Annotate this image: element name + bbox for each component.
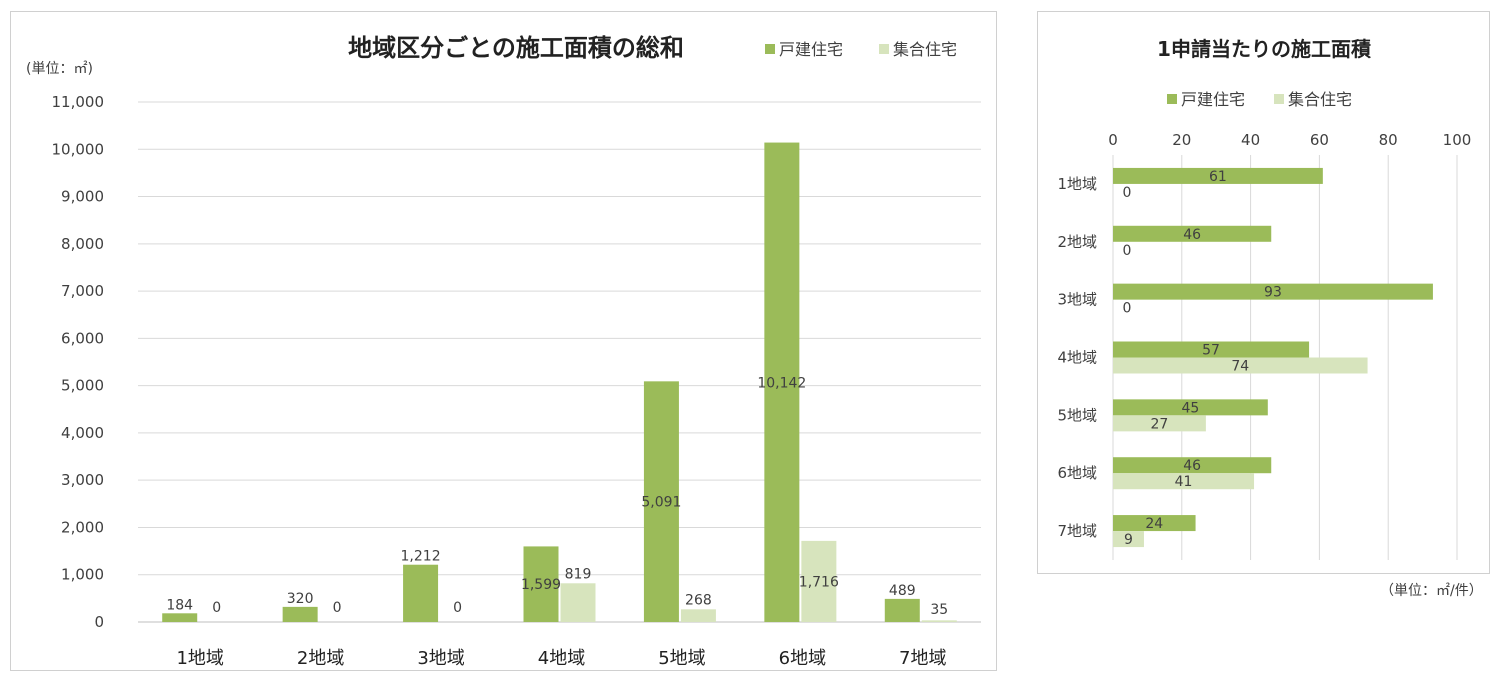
data-label: 9: [1124, 532, 1133, 548]
y-category-label: 3地域: [1057, 291, 1097, 309]
bar-apartment: [1113, 473, 1255, 490]
bar-detached: [1113, 225, 1272, 242]
y-category-label: 4地域: [1057, 349, 1097, 367]
chart-title: 1申請当たりの施工面積: [1157, 37, 1372, 61]
bar-detached: [764, 142, 800, 622]
chart-title: 地域区分ごとの施工面積の総和: [348, 34, 684, 62]
data-label: 0: [1123, 243, 1132, 259]
bar-detached: [1113, 515, 1196, 532]
data-label: 489: [889, 583, 916, 599]
x-category-label: 6地域: [779, 648, 826, 669]
data-label: 0: [1123, 185, 1132, 201]
bar-detached: [162, 613, 198, 622]
y-tick-label: 2,000: [61, 518, 104, 536]
chart-total-area-svg: 0 1,000 2,000 3,000 4,000 5,000 6,000 7,000 8,00…: [26, 34, 981, 669]
legend-swatch-detached: [765, 44, 775, 54]
chart-area-per-application: 0 20 40 60 80 100 1地域 61 0 2地域 46 0 3地域 93 0 4地域 57 74 5地…: [1037, 11, 1490, 574]
data-label: 57: [1202, 343, 1220, 359]
data-label: 0: [212, 600, 221, 616]
bar-detached: [1113, 399, 1268, 416]
legend-label-apartment: 集合住宅: [1288, 90, 1352, 109]
data-label: 1,599: [521, 577, 561, 593]
legend-swatch-detached: [1167, 94, 1177, 104]
y-tick-label: 7,000: [61, 282, 104, 300]
x-category-label: 5地域: [658, 648, 705, 669]
bar-detached: [523, 546, 559, 622]
y-tick-label: 1,000: [61, 566, 104, 584]
y-tick-label: 9,000: [61, 188, 104, 206]
data-label: 1,212: [401, 549, 441, 565]
data-label: 0: [1123, 301, 1132, 317]
bar-apartment: [1113, 531, 1144, 548]
bar-apartment: [560, 583, 596, 622]
y-category-label: 6地域: [1057, 464, 1097, 482]
data-label: 268: [685, 592, 712, 608]
x-category-label: 1地域: [176, 648, 223, 669]
legend-swatch-apartment: [879, 44, 889, 54]
data-label: 46: [1183, 458, 1201, 474]
bar-apartment: [921, 620, 957, 622]
bar-apartment: [1113, 357, 1368, 374]
data-label: 0: [333, 600, 342, 616]
bar-detached: [403, 564, 439, 622]
data-label: 0: [453, 600, 462, 616]
x-tick-label: 40: [1241, 131, 1260, 149]
data-label: 46: [1183, 227, 1201, 243]
data-label: 61: [1209, 169, 1227, 185]
y-tick-label: 4,000: [61, 424, 104, 442]
bar-detached: [1113, 457, 1272, 474]
y-tick-label: 10,000: [52, 140, 105, 158]
data-label: 93: [1264, 285, 1282, 301]
y-category-label: 7地域: [1057, 522, 1097, 540]
y-category-label: 1地域: [1057, 175, 1097, 193]
x-tick-label: 20: [1172, 131, 1191, 149]
y-tick-label: 8,000: [61, 235, 104, 253]
y-tick-label: 0: [94, 613, 104, 631]
bar-detached: [1113, 283, 1433, 300]
data-label: 5,091: [641, 495, 681, 511]
unit-label: (単位：㎡): [26, 61, 93, 77]
y-tick-label: 11,000: [52, 93, 105, 111]
data-label: 1,716: [799, 574, 839, 590]
legend-label-detached: 戸建住宅: [1181, 90, 1245, 109]
bar-detached: [1113, 341, 1310, 358]
bar-detached: [643, 381, 679, 622]
x-category-label: 4地域: [538, 648, 585, 669]
bar-detached: [1113, 167, 1323, 184]
data-label: 35: [930, 602, 948, 618]
y-category-label: 2地域: [1057, 233, 1097, 251]
data-label: 10,142: [757, 375, 806, 391]
bar-detached: [884, 598, 920, 622]
legend-label-apartment: 集合住宅: [893, 40, 957, 59]
x-category-label: 7地域: [899, 648, 946, 669]
x-tick-label: 80: [1379, 131, 1398, 149]
legend-label-detached: 戸建住宅: [779, 40, 843, 59]
x-tick-label: 0: [1108, 131, 1118, 149]
bar-apartment: [801, 540, 837, 622]
y-category-label: 5地域: [1057, 406, 1097, 424]
data-label: 41: [1175, 474, 1193, 490]
data-label: 74: [1231, 359, 1249, 375]
y-tick-label: 6,000: [61, 329, 104, 347]
x-tick-label: 60: [1310, 131, 1329, 149]
data-label: 184: [166, 597, 193, 613]
bar-apartment: [680, 609, 716, 622]
x-category-label: 2地域: [297, 648, 344, 669]
data-label: 45: [1181, 400, 1199, 416]
unit-label: （単位：㎡/件）: [1380, 583, 1483, 599]
chart-total-area: 0 1,000 2,000 3,000 4,000 5,000 6,000 7,000 8,00…: [10, 11, 997, 671]
x-tick-label: 100: [1443, 131, 1472, 149]
chart-area-per-application-svg: 0 20 40 60 80 100 1地域 61 0 2地域 46 0 3地域 93 0 4地域 57 74 5地…: [1057, 37, 1472, 560]
data-label: 819: [565, 566, 592, 582]
x-category-label: 3地域: [417, 648, 464, 669]
y-tick-label: 3,000: [61, 471, 104, 489]
data-label: 27: [1151, 416, 1169, 432]
data-label: 24: [1145, 516, 1163, 532]
y-tick-label: 5,000: [61, 377, 104, 395]
data-label: 320: [287, 591, 314, 607]
legend-swatch-apartment: [1274, 94, 1284, 104]
bar-apartment: [1113, 415, 1206, 432]
bar-detached: [282, 606, 318, 622]
